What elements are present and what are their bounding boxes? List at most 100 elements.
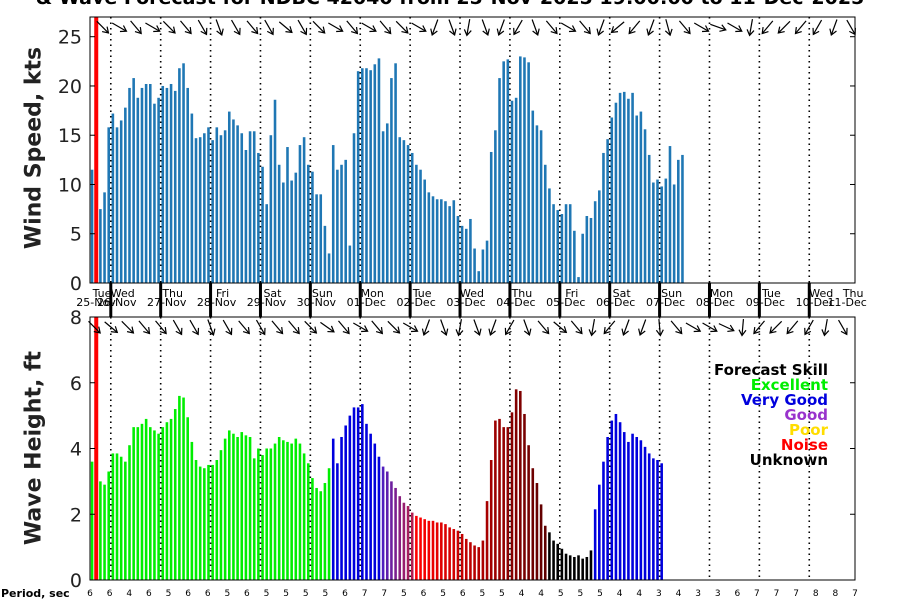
wind-direction-arrow	[463, 19, 472, 37]
date-label: 11-Dec	[828, 296, 867, 309]
arrow-shaft	[371, 320, 383, 334]
wind-bar	[173, 90, 177, 283]
wave-bar	[377, 456, 381, 580]
wind-bar	[460, 225, 464, 283]
arrow-head	[342, 326, 350, 335]
period-value: 4	[636, 589, 642, 599]
wind-bar	[410, 152, 414, 283]
wave-bar	[381, 466, 385, 580]
wave-direction-arrow	[207, 319, 216, 337]
arrow-shaft	[353, 322, 368, 332]
arrow-shaft	[111, 22, 127, 32]
wave-bar	[452, 529, 456, 580]
wind-bar	[469, 218, 472, 283]
wind-bar	[464, 228, 468, 283]
date-label: 07-Dec	[646, 296, 685, 309]
arrow-head	[840, 327, 848, 336]
wave-bar	[585, 556, 589, 580]
period-value: 8	[813, 589, 819, 599]
wave-bar	[157, 433, 160, 580]
wave-bar	[348, 415, 352, 580]
wave-bar	[543, 525, 547, 580]
arrow-shaft	[830, 19, 838, 35]
wind-direction-arrow	[264, 19, 274, 36]
arrow-shaft	[197, 19, 207, 35]
period-value: 5	[597, 589, 603, 599]
wind-bar	[402, 140, 406, 283]
arrow-shaft	[598, 19, 605, 35]
wave-ytick-label: 8	[70, 307, 82, 329]
period-value: 6	[205, 589, 211, 599]
arrow-shaft	[304, 320, 317, 334]
wind-bar	[394, 63, 397, 283]
arrow-shaft	[379, 20, 391, 34]
day-name-label: Fri	[565, 287, 578, 300]
arrow-shaft	[670, 320, 682, 334]
arrow-head	[761, 26, 769, 35]
arrow-shaft	[162, 20, 176, 34]
wave-bar	[232, 433, 235, 580]
wind-direction-arrow	[312, 20, 326, 34]
wind-bar	[647, 154, 651, 283]
wind-bar	[340, 164, 343, 283]
wind-bar	[564, 204, 568, 283]
arrow-head	[463, 29, 472, 37]
wave-bar	[577, 555, 580, 580]
wave-bar	[531, 468, 535, 580]
legend-very-good: Very Good	[740, 391, 828, 409]
wave-bar	[622, 432, 626, 580]
wave-direction-arrow	[738, 318, 747, 337]
period-value: 4	[126, 589, 132, 599]
wave-direction-arrow	[603, 320, 616, 335]
wave-ytick-label: 4	[70, 439, 82, 461]
arrow-shaft	[411, 22, 426, 32]
arrow-shaft	[787, 320, 799, 334]
wave-bar	[431, 520, 435, 580]
arrow-shaft	[466, 19, 471, 35]
wave-bar	[136, 427, 140, 580]
wave-bar	[560, 548, 564, 580]
wave-direction-arrow	[473, 319, 482, 337]
wave-direction-arrow	[786, 320, 799, 335]
period-value: 7	[381, 589, 387, 599]
wave-bar	[236, 436, 239, 580]
wave-bar	[656, 460, 659, 580]
wind-bar	[406, 145, 410, 283]
wind-direction-arrow	[746, 19, 755, 37]
wave-bar	[444, 524, 447, 580]
arrow-head	[482, 28, 490, 37]
arrow-head	[430, 28, 438, 37]
wind-bar	[444, 201, 447, 283]
wave-bar	[527, 445, 530, 580]
day-name-label: Thu	[842, 287, 864, 300]
wind-bar	[543, 164, 547, 283]
wind-direction-arrow	[646, 19, 655, 37]
arrow-head	[646, 28, 654, 37]
arrow-shaft	[505, 319, 515, 335]
wind-bar	[336, 169, 339, 283]
date-label: 30-Nov	[297, 296, 337, 309]
arrow-head	[596, 28, 605, 37]
arrow-shaft	[678, 20, 691, 34]
wave-bar	[398, 496, 402, 580]
wave-bar	[494, 420, 497, 580]
arrow-head	[369, 25, 377, 33]
arrow-head	[93, 326, 101, 334]
wave-bar	[356, 407, 360, 580]
arrow-head	[675, 326, 683, 335]
arrow-shaft	[346, 20, 358, 34]
date-label: 06-Dec	[596, 296, 635, 309]
arrow-head	[419, 25, 427, 33]
arrow-head	[440, 328, 449, 337]
period-value: 6	[185, 589, 191, 599]
wind-direction-arrow	[761, 20, 774, 35]
arrow-head	[777, 26, 785, 34]
wind-bar	[639, 111, 643, 283]
wind-bar	[165, 87, 169, 283]
wave-bar	[340, 436, 343, 580]
arrow-head	[101, 26, 110, 34]
wind-bar	[344, 159, 347, 283]
arrow-shaft	[545, 20, 558, 34]
wind-direction-arrow	[145, 22, 161, 33]
